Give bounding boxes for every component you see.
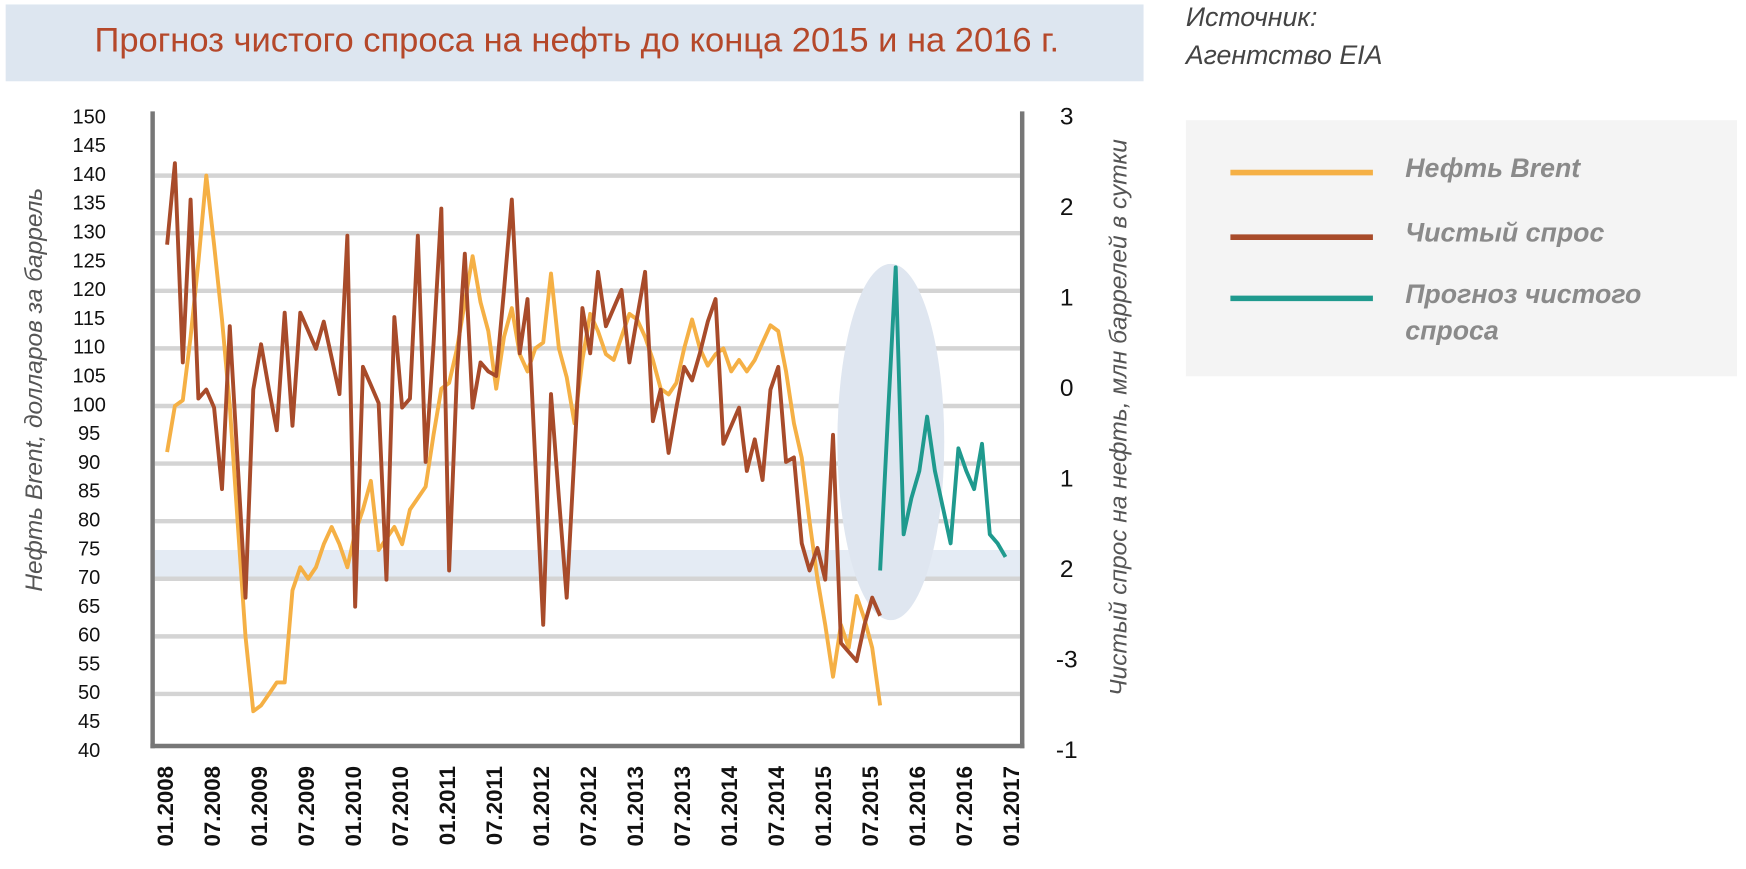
y-tick-label: 55 bbox=[78, 653, 100, 675]
y-tick-label: 140 bbox=[72, 164, 105, 186]
y-tick-label: 45 bbox=[78, 711, 100, 733]
x-tick-label: 01.2011 bbox=[435, 766, 460, 845]
x-tick-label: 01.2008 bbox=[153, 766, 178, 846]
y-tick-label: 125 bbox=[72, 250, 105, 272]
data-line bbox=[165, 173, 883, 714]
y2-axis-label: Чистый спрос на нефть, млн баррелей в су… bbox=[1106, 139, 1133, 696]
x-tick-label: 07.2015 bbox=[858, 766, 883, 846]
y-tick-label: 120 bbox=[72, 279, 105, 301]
y-tick-label: 70 bbox=[78, 567, 100, 589]
title-background bbox=[5, 4, 1144, 82]
y2-tick-label: 3 bbox=[1060, 103, 1074, 130]
x-tick-label: 07.2012 bbox=[576, 766, 601, 846]
y-tick-label: 105 bbox=[72, 365, 105, 387]
y2-tick-label: 1 bbox=[1060, 466, 1074, 493]
x-tick-label: 01.2016 bbox=[905, 766, 930, 846]
x-tick-label: 01.2014 bbox=[717, 765, 742, 846]
y-tick-label: 135 bbox=[72, 193, 105, 215]
x-tick-label: 01.2012 bbox=[529, 766, 554, 846]
y-tick-label: 90 bbox=[78, 452, 100, 474]
y-tick-label: 50 bbox=[78, 682, 100, 704]
x-tick-label: 01.2009 bbox=[247, 766, 272, 846]
x-tick-label: 07.2010 bbox=[388, 766, 413, 846]
data-line bbox=[165, 161, 882, 663]
legend-label: Прогноз чистого спроса bbox=[1405, 279, 1642, 347]
x-tick-label: 07.2014 bbox=[764, 765, 789, 846]
y-tick-label: 110 bbox=[73, 337, 105, 359]
x-tick-label: 07.2011 bbox=[482, 766, 507, 845]
x-tick-label: 07.2008 bbox=[200, 766, 225, 846]
x-tick-label: 07.2016 bbox=[952, 766, 977, 846]
legend-label: Нефть Brent bbox=[1405, 153, 1581, 184]
y-tick-label: 75 bbox=[78, 538, 100, 560]
forecast-highlight bbox=[837, 263, 945, 621]
x-tick-label: 01.2013 bbox=[623, 766, 648, 846]
y-tick-label: 95 bbox=[78, 423, 100, 445]
y-tick-label: 145 bbox=[72, 135, 105, 157]
y-tick-label: 130 bbox=[72, 222, 105, 244]
legend-box bbox=[1185, 120, 1737, 377]
legend-label: Чистый спрос bbox=[1405, 218, 1605, 249]
legend-entry: Нефть Brent bbox=[1405, 153, 1581, 184]
y-tick-label: 100 bbox=[72, 394, 105, 416]
source: Агентство EIA bbox=[1184, 40, 1383, 70]
y2-tick-label: 0 bbox=[1060, 375, 1074, 402]
source: Источник: bbox=[1186, 2, 1318, 32]
x-tick-label: 01.2010 bbox=[341, 766, 366, 846]
x-tick-label: 01.2015 bbox=[811, 766, 836, 846]
y-tick-label: 115 bbox=[73, 308, 105, 330]
y-tick-label: 65 bbox=[78, 596, 100, 618]
x-tick-label: 01.2017 bbox=[999, 766, 1024, 846]
y-tick-label: 150 bbox=[72, 106, 105, 128]
y2-tick-label: -1 bbox=[1056, 737, 1078, 764]
y-tick-label: 60 bbox=[78, 625, 100, 647]
y2-tick-label: -3 bbox=[1056, 647, 1078, 674]
y-tick-label: 85 bbox=[78, 481, 100, 503]
y2-tick-label: 2 bbox=[1060, 194, 1074, 221]
y2-tick-label: 2 bbox=[1060, 556, 1074, 583]
y-tick-label: 80 bbox=[78, 509, 100, 531]
x-tick-label: 07.2009 bbox=[294, 766, 319, 846]
y2-tick-label: 1 bbox=[1060, 284, 1074, 311]
data-line bbox=[878, 265, 1008, 571]
legend-entry: Чистый спрос bbox=[1405, 218, 1605, 249]
legend-entry: Прогноз чистого спроса bbox=[1405, 279, 1642, 347]
y-tick-label: 40 bbox=[78, 740, 100, 762]
x-tick-label: 07.2013 bbox=[670, 766, 695, 846]
chart-title: Прогноз чистого спроса на нефть до конца… bbox=[95, 21, 1060, 59]
y-axis-label: Нефть Brent, долларов за баррель bbox=[21, 188, 48, 592]
